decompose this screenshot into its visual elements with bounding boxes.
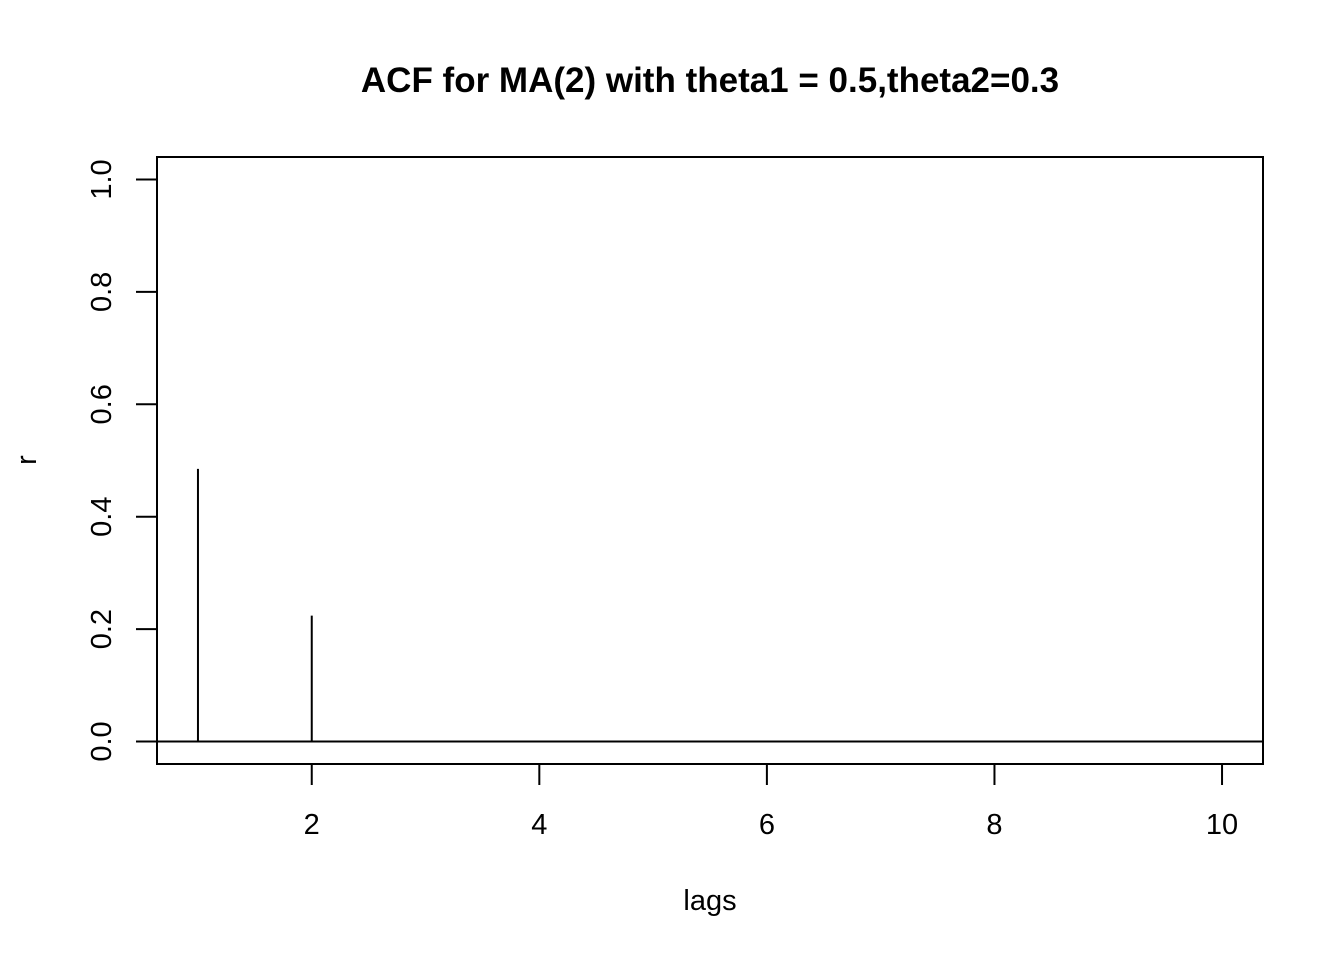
y-tick-label: 0.6 [86, 384, 118, 424]
chart-title: ACF for MA(2) with theta1 = 0.5,theta2=0… [361, 61, 1059, 100]
acf-spikes [196, 468, 313, 742]
y-axis: 0.0 0.2 0.4 0.6 0.8 1.0 [86, 159, 158, 762]
x-tick-label: 2 [304, 809, 320, 841]
x-tick-label: 10 [1206, 809, 1238, 841]
y-tick-label: 0.0 [86, 721, 118, 761]
y-tick-label: 0.2 [86, 609, 118, 649]
y-axis-label: r [11, 455, 43, 465]
y-tick-label: 0.8 [86, 272, 118, 312]
y-tick-label: 1.0 [86, 159, 118, 199]
x-axis-label: lags [683, 885, 736, 917]
x-tick-label: 4 [531, 809, 547, 841]
x-tick-label: 8 [986, 809, 1002, 841]
x-tick-label: 6 [759, 809, 775, 841]
x-axis: 2 4 6 8 10 [304, 763, 1238, 841]
y-tick-label: 0.4 [86, 497, 118, 537]
